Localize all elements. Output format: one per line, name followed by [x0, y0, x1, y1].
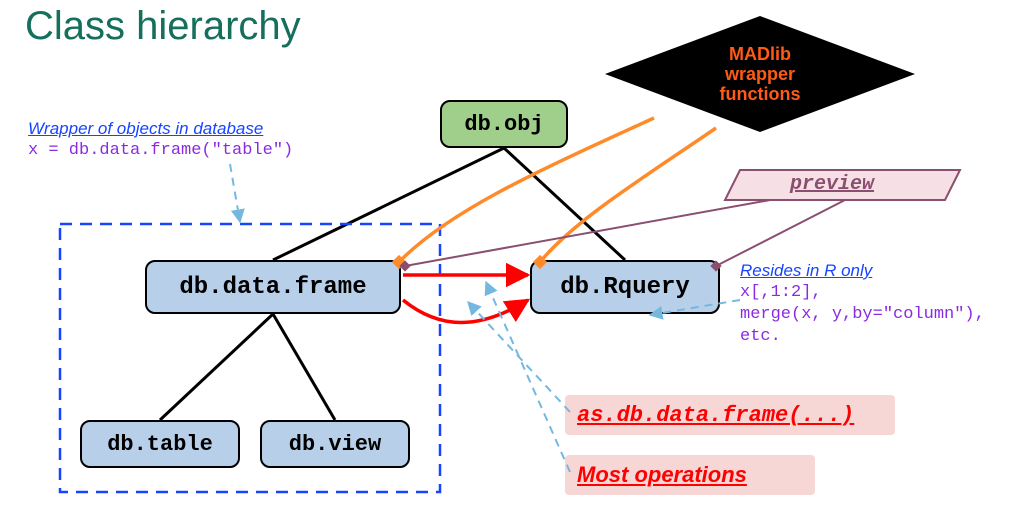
node-db-view: db.view: [260, 420, 410, 468]
callout-most-operations: Most operations: [565, 455, 815, 495]
node-db-table: db.table: [80, 420, 240, 468]
callout-as-db-data-frame: as.db.data.frame(...): [565, 395, 895, 435]
preview-label: preview: [790, 173, 874, 196]
node-db-data-frame: db.data.frame: [145, 260, 401, 314]
page-title: Class hierarchy: [25, 4, 301, 49]
node-db-obj: db.obj: [440, 100, 568, 148]
node-db-rquery: db.Rquery: [530, 260, 720, 314]
svg-text:wrapper: wrapper: [724, 64, 795, 84]
diagram-stage: Class hierarchy MADlibwrapperfunctions d…: [0, 0, 1015, 511]
annotation-resides: Resides in R onlyx[,1:2], merge(x, y,by=…: [740, 260, 985, 348]
annotation-wrapper: Wrapper of objects in databasex = db.dat…: [28, 118, 293, 162]
svg-text:MADlib: MADlib: [729, 44, 791, 64]
svg-text:functions: functions: [720, 84, 801, 104]
